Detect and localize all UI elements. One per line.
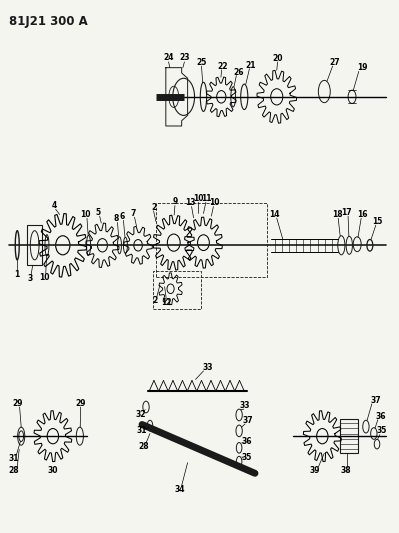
Text: 33: 33 [240, 401, 250, 410]
Text: 35: 35 [241, 453, 251, 462]
Text: 35: 35 [377, 426, 387, 435]
Text: 6: 6 [120, 212, 125, 221]
Text: 12: 12 [161, 298, 172, 307]
Text: 5: 5 [96, 208, 101, 217]
Text: 7: 7 [130, 209, 136, 218]
Text: 39: 39 [310, 466, 320, 475]
Text: 16: 16 [358, 210, 368, 219]
Text: 10: 10 [39, 272, 49, 281]
Text: 36: 36 [376, 411, 386, 421]
Text: 37: 37 [243, 416, 253, 425]
Text: 14: 14 [270, 210, 280, 219]
Text: 17: 17 [342, 208, 352, 217]
Text: 8: 8 [114, 214, 119, 223]
Text: 20: 20 [272, 54, 283, 62]
Text: 22: 22 [217, 62, 228, 70]
Text: 37: 37 [370, 395, 381, 405]
Text: 29: 29 [13, 399, 23, 408]
Text: 81J21 300 A: 81J21 300 A [9, 14, 88, 28]
Text: 13: 13 [185, 198, 196, 207]
Bar [27, 225, 42, 265]
Text: 23: 23 [179, 53, 190, 62]
Text: 27: 27 [329, 58, 340, 67]
Text: 18: 18 [332, 210, 342, 219]
Text: 34: 34 [174, 484, 185, 494]
Bar [340, 419, 358, 453]
Text: 11: 11 [201, 194, 212, 203]
Text: 15: 15 [373, 217, 383, 226]
Text: 2: 2 [152, 296, 158, 305]
Text: 25: 25 [196, 58, 207, 67]
Text: 31: 31 [9, 454, 19, 463]
Text: 36: 36 [242, 437, 252, 446]
Text: 4: 4 [51, 201, 57, 210]
Text: 1: 1 [15, 270, 20, 279]
Text: 3: 3 [27, 273, 33, 282]
Text: 28: 28 [9, 466, 20, 475]
Text: 10: 10 [80, 210, 91, 219]
Text: 33: 33 [202, 363, 213, 372]
Text: 9: 9 [173, 197, 178, 206]
Text: 19: 19 [357, 63, 367, 72]
Text: 30: 30 [47, 466, 58, 475]
Text: 31: 31 [137, 426, 147, 435]
Text: 38: 38 [341, 466, 352, 475]
Text: 29: 29 [75, 399, 86, 408]
Text: 10: 10 [193, 194, 203, 203]
Text: 2: 2 [151, 203, 156, 212]
Text: 21: 21 [246, 61, 256, 69]
Bar [153, 271, 201, 309]
Text: 26: 26 [233, 68, 243, 77]
Text: 28: 28 [138, 442, 148, 451]
Text: 32: 32 [136, 410, 146, 419]
Text: 24: 24 [163, 53, 174, 62]
Bar [156, 203, 267, 277]
Text: 10: 10 [209, 198, 220, 207]
